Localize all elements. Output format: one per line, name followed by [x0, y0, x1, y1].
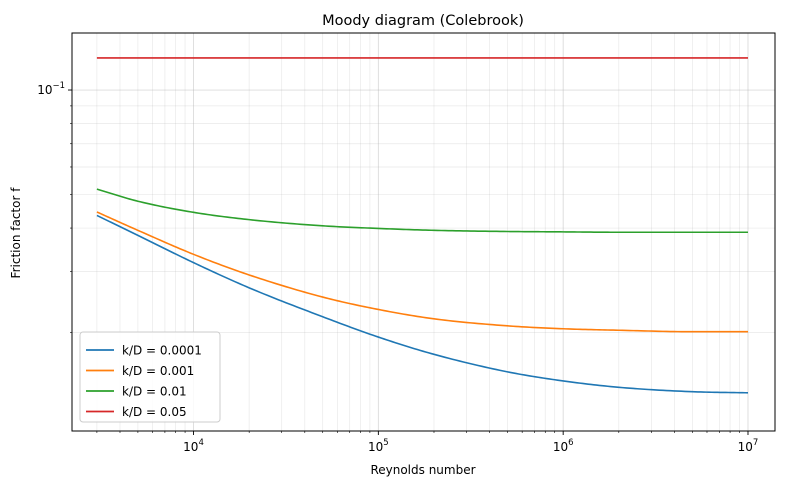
y-axis-label: Friction factor f	[9, 187, 23, 279]
legend-label: k/D = 0.001	[122, 364, 194, 378]
legend-label: k/D = 0.01	[122, 385, 187, 399]
legend-label: k/D = 0.05	[122, 405, 187, 419]
ticks: 104 105 106 107 10−1	[37, 81, 758, 454]
series-line-1	[96, 214, 749, 394]
chart-title: Moody diagram (Colebrook)	[322, 13, 524, 29]
legend-box	[79, 331, 221, 423]
x-axis-label: Reynolds number	[370, 463, 475, 477]
x-tick-label: 104	[183, 438, 204, 454]
series-lines	[96, 57, 749, 394]
plot-frame	[71, 32, 776, 432]
x-tick-label: 105	[368, 438, 389, 454]
x-tick-label: 107	[738, 438, 759, 454]
x-tick-label: 106	[553, 438, 574, 454]
grid	[72, 33, 775, 431]
legend-label: k/D = 0.0001	[122, 344, 202, 358]
series-line-2	[96, 211, 748, 333]
legend: k/D = 0.0001 k/D = 0.001 k/D = 0.01 k/D = 0…	[79, 331, 221, 423]
series-line-3	[96, 188, 748, 234]
y-tick-label: 10−1	[37, 81, 65, 97]
